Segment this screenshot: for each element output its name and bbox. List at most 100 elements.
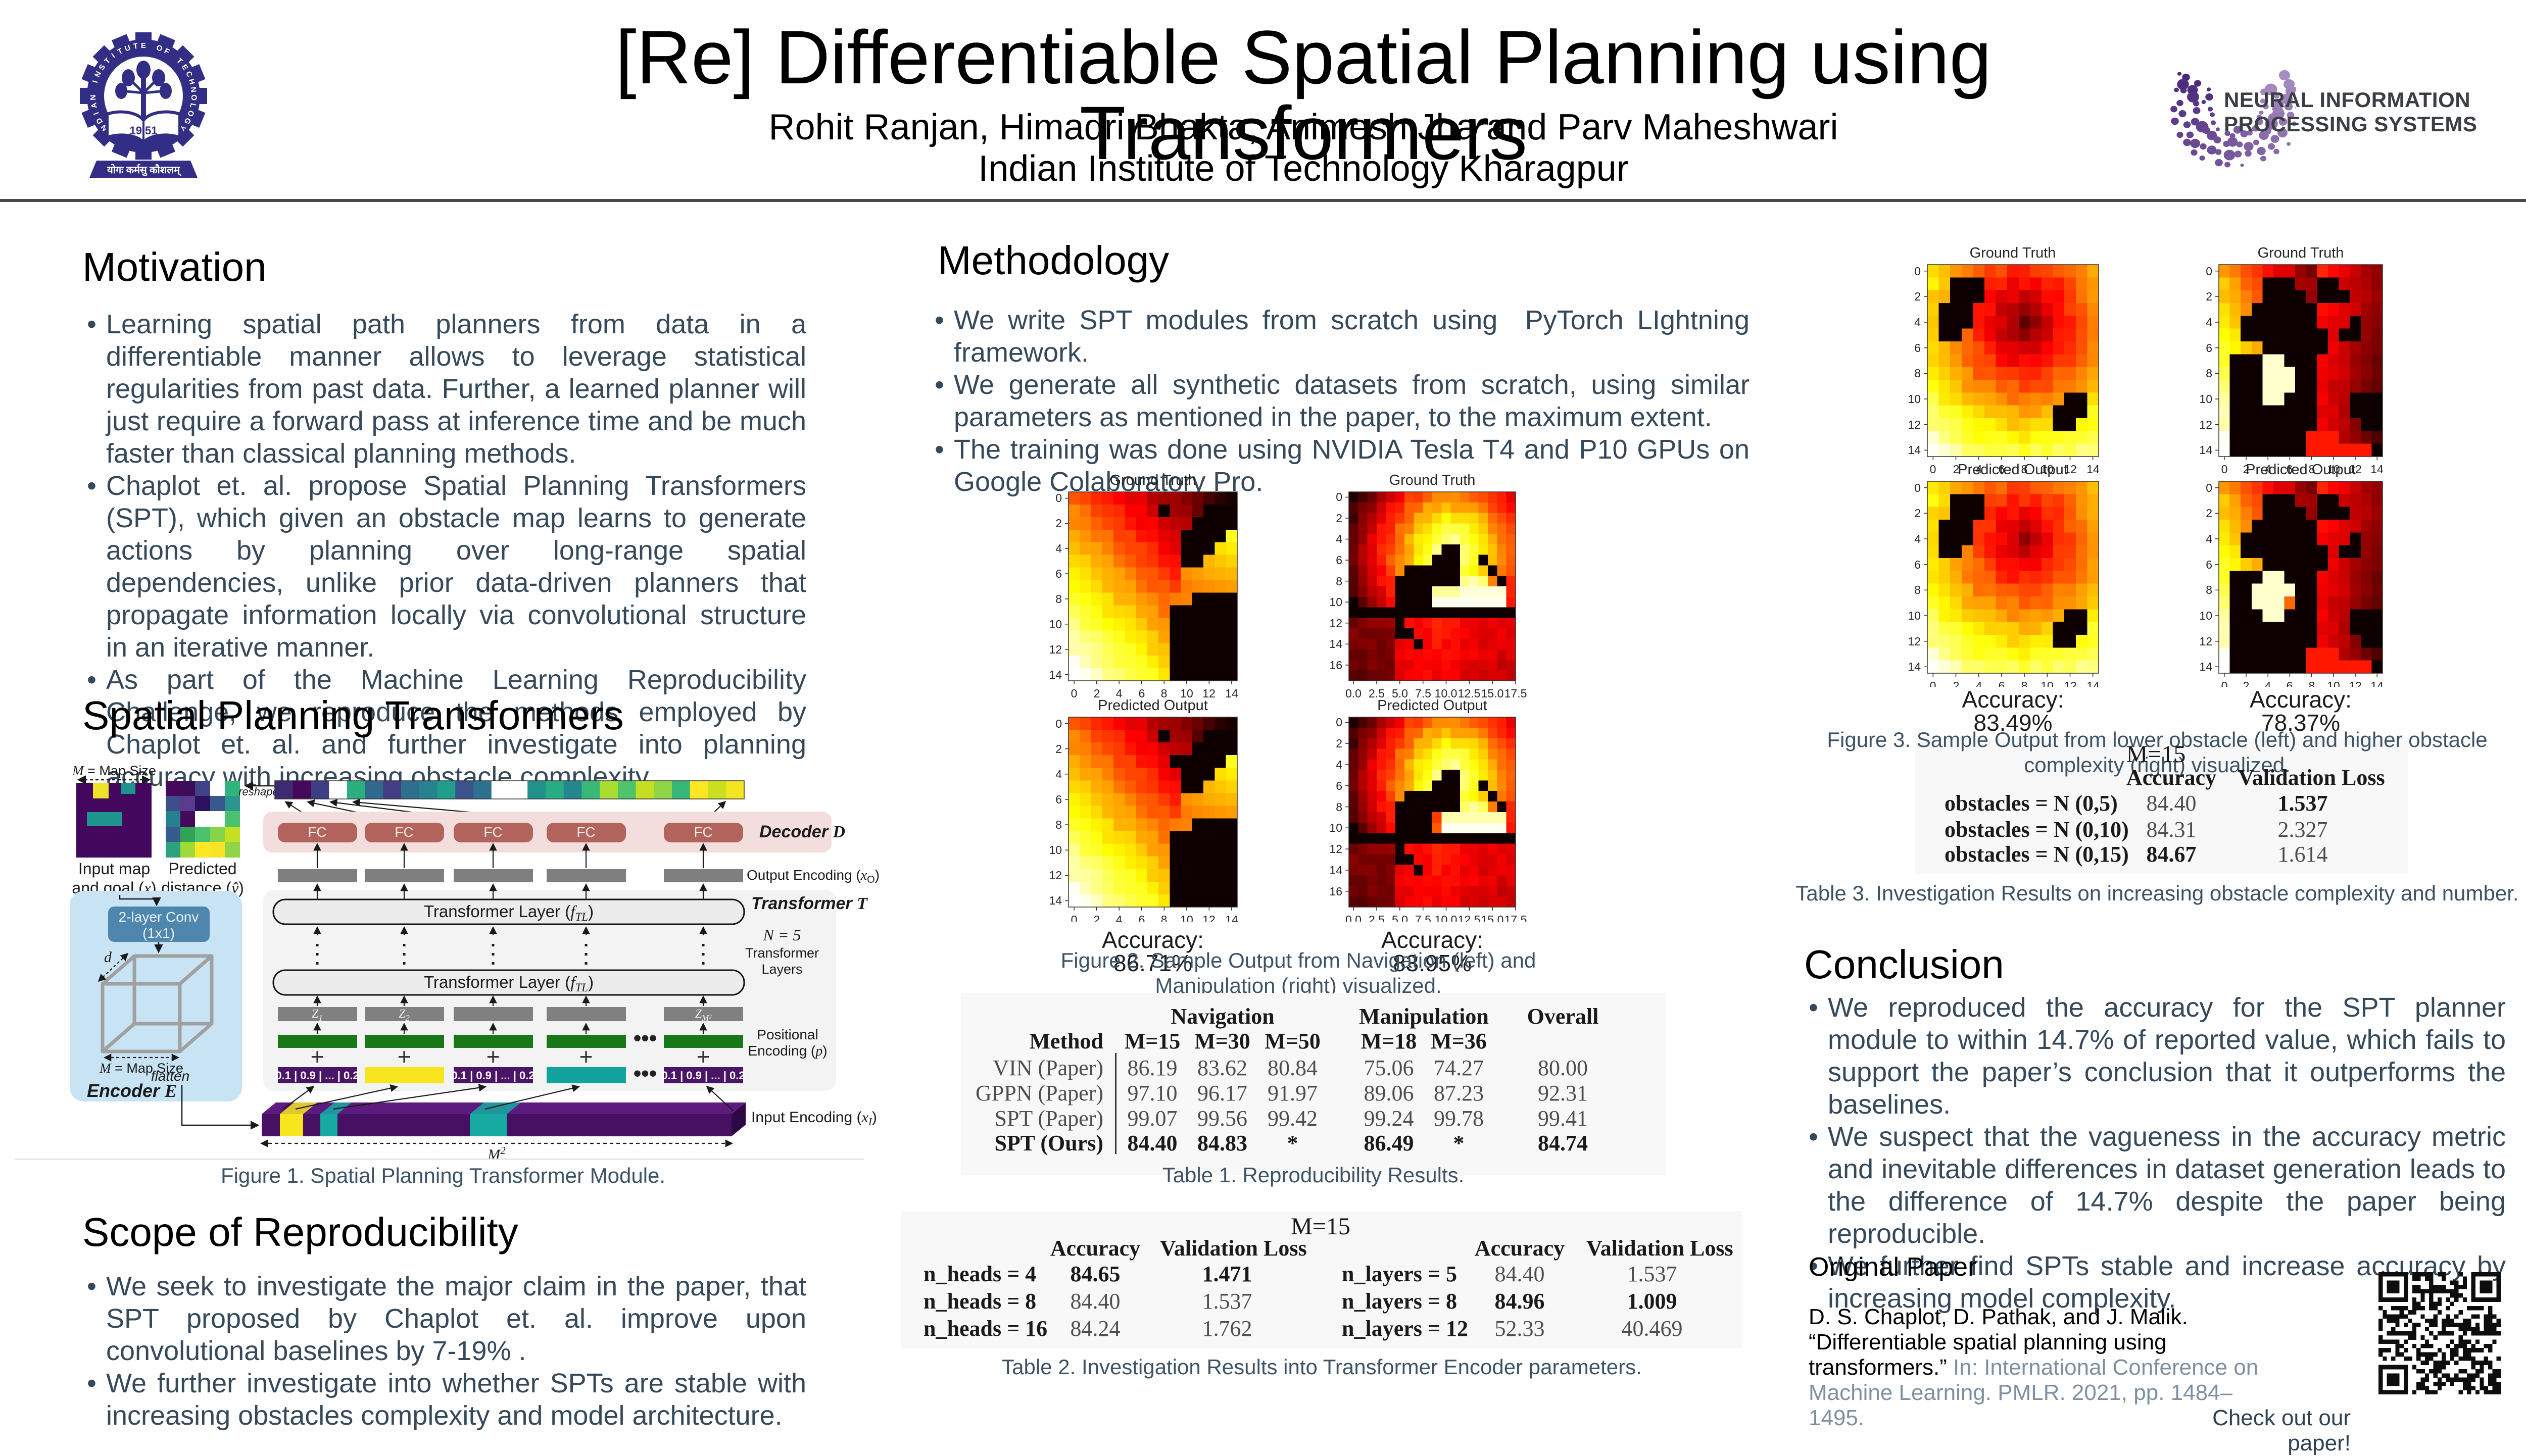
svg-text:flatten: flatten: [151, 1068, 189, 1084]
svg-text:•••: •••: [634, 1026, 657, 1050]
svg-text:Layers: Layers: [761, 962, 802, 977]
svg-text:8: 8: [1055, 818, 1062, 831]
svg-text:0.0: 0.0: [1345, 913, 1362, 922]
svg-text:10: 10: [2041, 679, 2054, 687]
svg-text:10: 10: [1049, 618, 1062, 631]
svg-text:2.5: 2.5: [1369, 913, 1385, 922]
svg-text:14: 14: [2086, 463, 2100, 476]
svg-text:19 51: 19 51: [129, 124, 157, 137]
svg-text:10.0: 10.0: [1435, 687, 1458, 700]
svg-text:योगः कर्मसु कौशलम्: योगः कर्मसु कौशलम्: [107, 164, 182, 176]
svg-text:FC: FC: [576, 824, 595, 840]
svg-text:10: 10: [2327, 463, 2340, 476]
svg-text:8: 8: [1336, 800, 1342, 814]
svg-text:7.5: 7.5: [1415, 913, 1431, 922]
svg-text:6: 6: [1139, 913, 1145, 922]
svg-text:8: 8: [2206, 583, 2212, 596]
svg-text:+: +: [487, 1043, 500, 1070]
svg-text:10.0: 10.0: [1435, 913, 1458, 922]
svg-text:10: 10: [1908, 392, 1921, 406]
svg-text:Transformer: Transformer: [745, 945, 819, 961]
svg-text:2: 2: [1953, 679, 1960, 687]
svg-text:2: 2: [1914, 290, 1921, 303]
svg-text:0.1 | 0.9 | ... | 0.2: 0.1 | 0.9 | ... | 0.2: [661, 1069, 745, 1082]
svg-text:6: 6: [2206, 341, 2212, 355]
svg-text:Predicted Output: Predicted Output: [2246, 462, 2356, 478]
svg-text:4: 4: [1116, 687, 1123, 700]
svg-text:14: 14: [1049, 668, 1062, 681]
svg-text:0: 0: [1055, 491, 1062, 505]
svg-text:5.0: 5.0: [1392, 913, 1408, 922]
svg-text:0.1 | 0.9 | ... | 0.2: 0.1 | 0.9 | ... | 0.2: [451, 1069, 535, 1082]
svg-text:(1x1): (1x1): [142, 925, 175, 941]
svg-text:Positional: Positional: [757, 1027, 818, 1042]
svg-text:6: 6: [1055, 567, 1062, 580]
svg-text:2: 2: [1094, 687, 1100, 700]
svg-text:6: 6: [1914, 558, 1921, 571]
svg-text:Transformer Layer (fTL): Transformer Layer (fTL): [424, 902, 594, 923]
svg-text:Ground Truth: Ground Truth: [2258, 245, 2344, 261]
svg-text:15.0: 15.0: [1481, 687, 1504, 700]
svg-text:Ground Truth: Ground Truth: [1970, 245, 2056, 261]
svg-text:0: 0: [1930, 463, 1936, 476]
svg-text:Input map: Input map: [78, 860, 150, 878]
svg-text:4: 4: [1336, 758, 1342, 771]
svg-text:N: N: [89, 94, 98, 100]
svg-text:2: 2: [2206, 290, 2212, 303]
svg-text:5.0: 5.0: [1392, 687, 1408, 700]
svg-text:17.5: 17.5: [1504, 913, 1527, 922]
svg-text:d: d: [104, 949, 112, 966]
svg-text:Predicted Output: Predicted Output: [1098, 697, 1208, 714]
svg-text:+: +: [697, 1043, 710, 1070]
svg-text:14: 14: [2370, 463, 2384, 476]
svg-text:6: 6: [1999, 679, 2005, 687]
svg-text:12: 12: [2064, 463, 2077, 476]
svg-text:U: U: [124, 43, 132, 54]
svg-text:4: 4: [1336, 532, 1342, 545]
svg-text:12: 12: [1908, 635, 1921, 648]
svg-text:10: 10: [1180, 913, 1193, 922]
svg-text:Predicted: Predicted: [168, 860, 236, 878]
svg-text:12: 12: [1049, 643, 1062, 656]
svg-text:M = Map Size: M = Map Size: [99, 1061, 183, 1076]
svg-text:FC: FC: [308, 824, 326, 840]
svg-text:6: 6: [2287, 463, 2293, 476]
svg-text:0.1 | 0.9 | ... | 0.2: 0.1 | 0.9 | ... | 0.2: [275, 1069, 359, 1082]
svg-text:0: 0: [2221, 679, 2228, 687]
svg-text:12.5: 12.5: [1458, 687, 1481, 700]
svg-text:10: 10: [2199, 392, 2212, 406]
svg-text:T: T: [132, 41, 138, 51]
svg-text:2: 2: [1336, 737, 1342, 750]
svg-text:Encoder E: Encoder E: [87, 1080, 177, 1101]
svg-text:4: 4: [1976, 463, 1982, 476]
svg-text:10: 10: [1329, 595, 1342, 609]
svg-text:O: O: [155, 43, 164, 54]
svg-text:6: 6: [1336, 554, 1342, 567]
svg-text:8: 8: [2021, 463, 2028, 476]
svg-text:Encoding (p): Encoding (p): [748, 1043, 827, 1059]
svg-text:10: 10: [1180, 687, 1193, 700]
svg-text:17.5: 17.5: [1504, 687, 1527, 700]
svg-text:H: H: [187, 78, 197, 85]
svg-text:14: 14: [2086, 679, 2100, 687]
svg-text:2: 2: [1055, 517, 1062, 530]
svg-text:14: 14: [1329, 864, 1342, 877]
svg-text:12: 12: [1049, 869, 1062, 882]
svg-text:14: 14: [1225, 687, 1238, 700]
svg-text:4: 4: [1055, 768, 1062, 781]
svg-text:14: 14: [1908, 660, 1921, 673]
svg-text:0: 0: [2221, 463, 2228, 476]
svg-text:8: 8: [2309, 679, 2315, 687]
svg-text:I: I: [91, 79, 100, 84]
svg-text:+: +: [398, 1043, 411, 1070]
svg-text:•••: •••: [634, 1061, 657, 1086]
svg-text:O: O: [189, 94, 198, 101]
svg-text:0.0: 0.0: [1345, 687, 1362, 700]
svg-text:8: 8: [1055, 592, 1062, 606]
svg-text:12: 12: [2349, 679, 2362, 687]
svg-text:0: 0: [1055, 717, 1062, 730]
svg-text:4: 4: [1976, 679, 1982, 687]
svg-text:4: 4: [2265, 463, 2271, 476]
svg-text:6: 6: [1914, 341, 1921, 355]
svg-text:2: 2: [1914, 507, 1921, 520]
